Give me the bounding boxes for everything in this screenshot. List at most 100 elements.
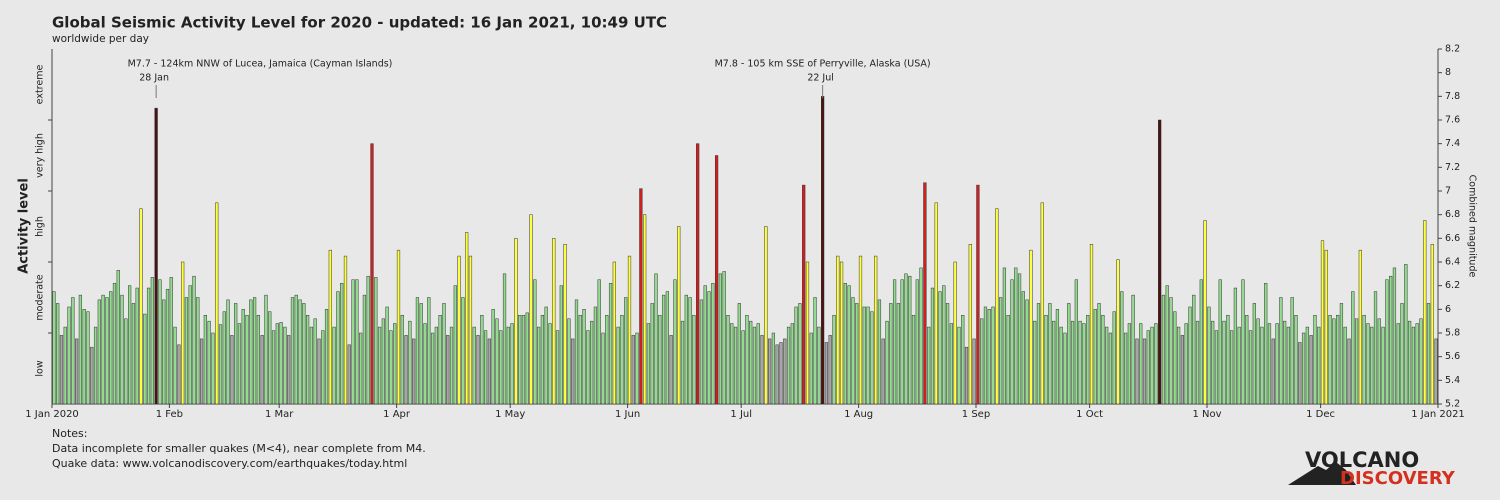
bar [930, 287, 935, 405]
bar [188, 285, 192, 405]
bar [377, 326, 382, 405]
bar [537, 326, 541, 405]
chart-title: Global Seismic Activity Level for 2020 -… [52, 14, 667, 32]
bar [779, 342, 783, 405]
bar [1267, 323, 1272, 405]
bar [241, 309, 245, 405]
bar [722, 271, 726, 405]
bar [1067, 303, 1071, 405]
bar [1434, 338, 1438, 405]
bar [1135, 338, 1139, 405]
bar [1089, 244, 1094, 405]
bar [1275, 323, 1279, 405]
bar [999, 297, 1003, 405]
bar [964, 346, 969, 405]
x-tick-label: 1 Apr [383, 409, 411, 420]
level-label: high [35, 216, 46, 237]
bar [412, 338, 416, 405]
bar [559, 285, 563, 405]
bar [306, 315, 310, 405]
y2-tick-label: 5.6 [1445, 351, 1460, 362]
note: Quake data: www.volcanodiscovery.com/ear… [52, 457, 407, 470]
bar [487, 338, 491, 405]
bar [1317, 326, 1321, 405]
bar [597, 279, 601, 405]
bar [957, 326, 961, 405]
bar [839, 261, 844, 405]
bar [321, 330, 325, 405]
bar [1298, 342, 1302, 405]
bar [1029, 249, 1033, 405]
bar [1400, 303, 1404, 405]
bar [889, 303, 893, 405]
bar [1264, 283, 1268, 405]
bar [752, 326, 757, 405]
bar [1366, 323, 1370, 405]
bar [692, 315, 696, 405]
bar [146, 287, 151, 405]
bar [1252, 303, 1256, 405]
bar [211, 332, 215, 405]
bar [1290, 297, 1294, 405]
bar [1426, 303, 1431, 405]
bar [1036, 303, 1041, 405]
bar [885, 320, 889, 405]
bar [529, 214, 533, 405]
bar [215, 202, 219, 405]
bar [279, 322, 283, 405]
bar [1014, 267, 1018, 405]
bar [1048, 303, 1052, 405]
bar [203, 315, 207, 405]
bar [714, 155, 719, 405]
bar [923, 182, 927, 405]
bar [688, 297, 692, 405]
bar [1165, 285, 1169, 405]
bar [181, 261, 185, 405]
bar [1407, 320, 1412, 405]
bar [1343, 326, 1347, 405]
bar [832, 315, 836, 405]
bar [1070, 320, 1075, 405]
bar [643, 214, 647, 405]
bar [374, 277, 378, 405]
bar [59, 335, 64, 405]
bar [109, 291, 113, 405]
bar [230, 335, 234, 405]
bar [465, 232, 469, 405]
bar [423, 323, 427, 405]
bar [824, 342, 829, 405]
y2-tick-label: 5.4 [1445, 375, 1460, 386]
bar [1120, 291, 1124, 405]
bar [571, 338, 575, 405]
bar [1260, 326, 1264, 405]
bar [359, 332, 363, 405]
bar [1294, 315, 1298, 405]
bar [385, 306, 389, 405]
bar [908, 275, 912, 405]
bar [1033, 320, 1037, 405]
bar [1430, 244, 1434, 405]
bar [434, 326, 438, 405]
level-label: low [35, 360, 46, 376]
bar [309, 326, 314, 405]
bar [82, 309, 86, 405]
bar [343, 255, 348, 405]
bar [78, 294, 83, 405]
bar [533, 279, 537, 405]
bar [105, 297, 109, 405]
bar [1112, 311, 1116, 405]
bar [866, 306, 870, 405]
bar [862, 306, 866, 405]
x-tick-label: 1 Mar [265, 409, 294, 420]
bar [1123, 332, 1128, 405]
bar [756, 323, 760, 405]
bar [67, 306, 71, 405]
bar [525, 312, 529, 405]
bar [173, 326, 177, 405]
bar [1108, 332, 1113, 405]
bar [601, 332, 605, 405]
bar [1328, 315, 1332, 405]
bar [1195, 320, 1200, 405]
bar [794, 306, 798, 405]
